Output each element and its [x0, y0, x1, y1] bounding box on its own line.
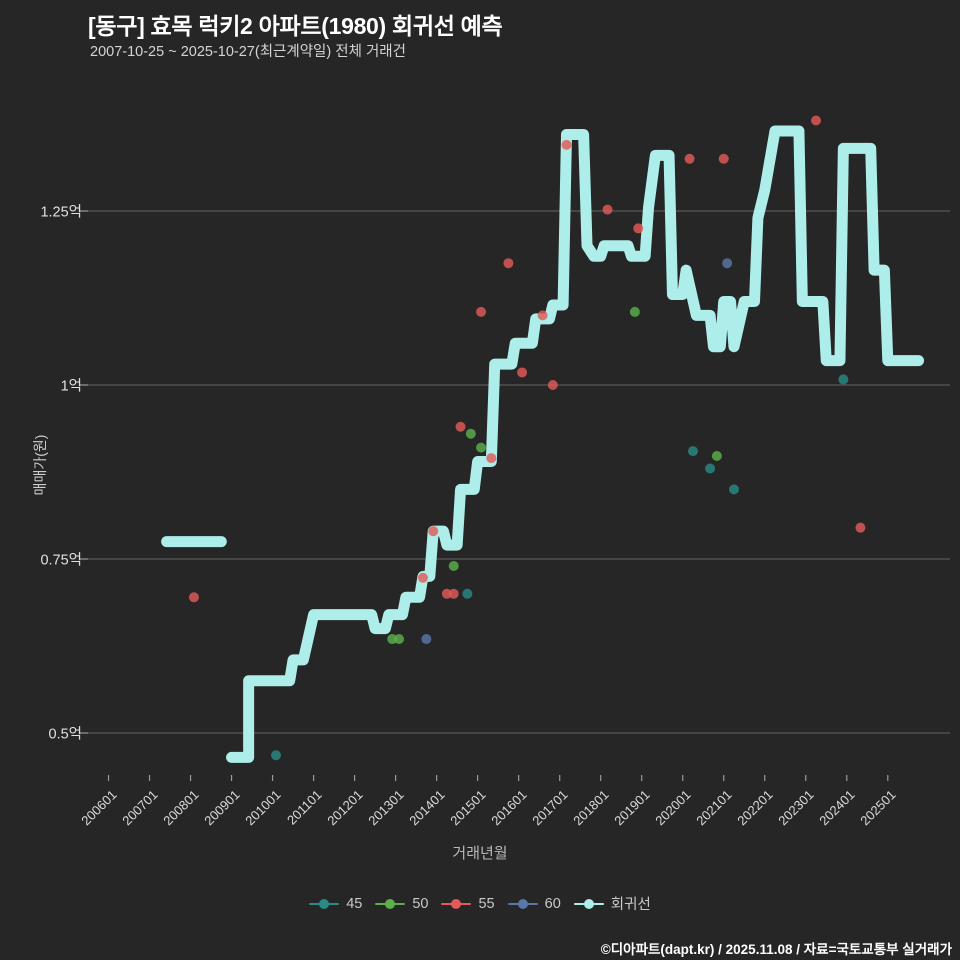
- scatter-point: [855, 522, 866, 533]
- scatter-point: [476, 442, 487, 453]
- scatter-point: [537, 310, 548, 321]
- legend-label: 회귀선: [610, 897, 651, 913]
- legend-item-50[interactable]: 50: [375, 896, 428, 912]
- legend-marker-icon: [375, 898, 406, 910]
- scatter-point: [722, 258, 733, 269]
- legend-marker-icon: [573, 898, 604, 910]
- scatter-point: [705, 463, 716, 474]
- legend-item-60[interactable]: 60: [507, 895, 561, 912]
- scatter-series-45: [270, 374, 849, 761]
- legend-label: 55: [478, 895, 495, 912]
- scatter-point: [629, 306, 640, 317]
- scatter-point: [188, 592, 199, 603]
- scatter-point: [455, 421, 466, 432]
- scatter-point: [503, 258, 514, 269]
- scatter-point: [684, 153, 695, 164]
- legend-marker-icon: [309, 898, 340, 910]
- scatter-point: [476, 306, 487, 317]
- legend-item-회귀선[interactable]: 회귀선: [573, 893, 651, 914]
- scatter-point: [838, 374, 849, 385]
- footer-credit: ©디아파트(dapt.kr) / 2025.11.08 / 자료=국토교통부 실…: [600, 942, 952, 957]
- scatter-point: [417, 572, 428, 583]
- legend-marker-icon: [507, 898, 538, 910]
- scatter-point: [421, 634, 432, 645]
- scatter-series-55: [188, 115, 866, 603]
- scatter-point: [448, 588, 459, 599]
- scatter-point: [561, 139, 572, 150]
- scatter-series-50: [387, 306, 722, 645]
- scatter-point: [462, 588, 473, 599]
- legend-label: 60: [544, 895, 561, 912]
- legend-item-55[interactable]: 55: [441, 895, 495, 912]
- chart-subtitle: 2007-10-25 ~ 2025-10-27(최근계약일) 전체 거래건: [90, 44, 406, 60]
- chart-legend: 45 50 55 60 회귀선: [0, 893, 960, 914]
- y-tick-label: 0.75억: [40, 552, 82, 569]
- scatter-point: [448, 560, 459, 571]
- scatter-point: [517, 367, 528, 378]
- legend-marker-icon: [441, 898, 472, 910]
- y-tick-label: 1.25억: [40, 204, 82, 221]
- scatter-point: [602, 204, 613, 215]
- x-axis-title: 거래년월: [452, 845, 508, 862]
- scatter-point: [633, 223, 644, 234]
- scatter-point: [465, 428, 476, 439]
- y-axis-title: 매매가(원): [32, 434, 48, 496]
- legend-label: 45: [346, 895, 363, 912]
- scatter-series-60: [421, 258, 733, 645]
- scatter-point: [718, 153, 729, 164]
- scatter-point: [811, 115, 822, 126]
- scatter-point: [687, 446, 698, 457]
- scatter-point: [428, 526, 439, 537]
- scatter-point: [728, 484, 739, 495]
- scatter-point: [441, 588, 452, 599]
- scatter-point: [394, 634, 405, 645]
- scatter-point: [270, 750, 281, 761]
- legend-label: 50: [412, 895, 429, 912]
- page-title: [동구] 효목 럭키2 아파트(1980) 회귀선 예측: [88, 13, 503, 39]
- legend-item-45[interactable]: 45: [309, 896, 362, 912]
- scatter-point: [486, 453, 497, 464]
- scatter-point: [711, 450, 722, 461]
- regression-line: [161, 125, 925, 763]
- scatter-point: [547, 380, 558, 390]
- y-tick-label: 1억: [60, 378, 82, 395]
- y-tick-label: 0.5억: [48, 726, 83, 743]
